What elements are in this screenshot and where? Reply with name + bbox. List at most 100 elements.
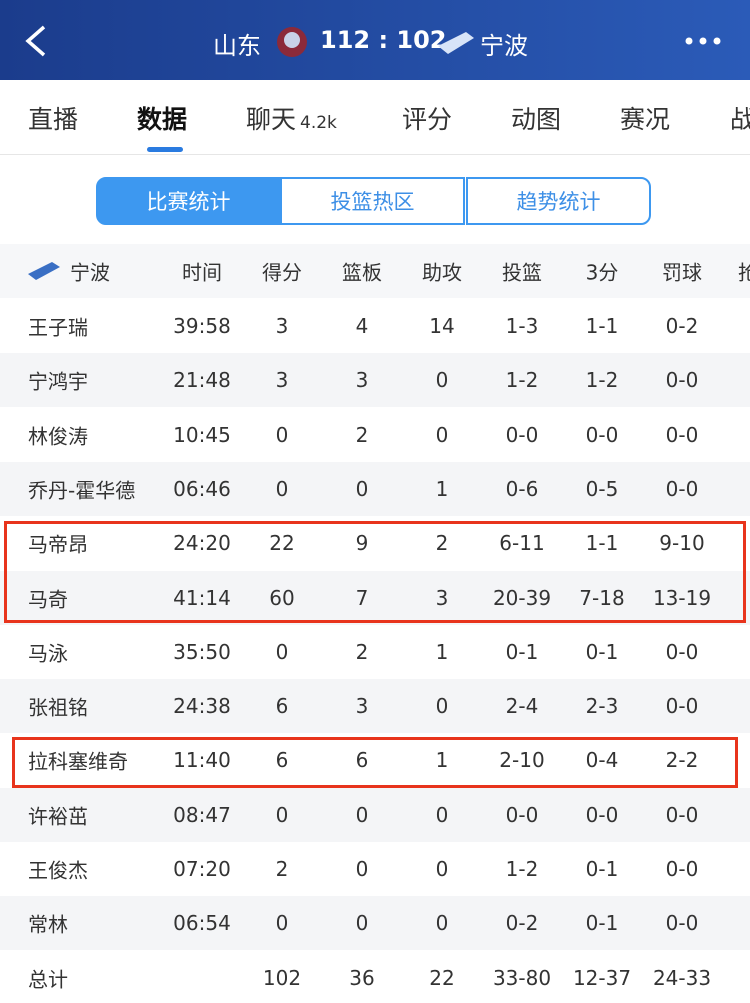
player-name: 许裕茁 <box>28 804 88 829</box>
player-name: 马帝昂 <box>28 532 88 557</box>
stat-cell: 20-39 <box>492 585 552 610</box>
tab[interactable]: 赛况 <box>620 105 671 134</box>
total-cell: 22 <box>429 965 455 990</box>
away-logo <box>438 32 474 54</box>
stat-cell: 3 <box>355 694 369 719</box>
stat-cell: 0-0 <box>505 422 539 447</box>
back-button[interactable] <box>22 24 50 58</box>
active-tab-indicator <box>147 147 183 152</box>
stat-cell: 10:45 <box>173 422 231 447</box>
stat-cell: 1-1 <box>585 531 619 556</box>
row-bg <box>0 353 750 408</box>
stat-cell: 3 <box>275 314 289 338</box>
stat-cell: 07:20 <box>173 857 231 881</box>
stat-cell: 2-3 <box>585 694 619 719</box>
stat-cell: 0 <box>275 639 289 664</box>
player-name: 马奇 <box>28 587 68 611</box>
row-bg <box>0 787 750 842</box>
stat-cell: 6 <box>355 748 369 773</box>
stat-cell: 21:48 <box>173 368 231 393</box>
highlight-box <box>12 737 738 788</box>
away-team: 宁波 <box>480 32 528 60</box>
total-cell: 24-33 <box>652 965 712 990</box>
total-cell: 36 <box>349 965 375 990</box>
stat-cell: 0 <box>435 368 449 393</box>
stat-cell: 3 <box>435 585 449 610</box>
tab[interactable]: 直播 <box>28 105 79 134</box>
tab[interactable]: 评分 <box>402 105 453 134</box>
stat-cell: 3 <box>275 368 289 393</box>
stat-cell: 0-1 <box>585 911 619 936</box>
stat-cell: 0-0 <box>585 422 619 447</box>
stat-cell: 0 <box>355 476 369 501</box>
stat-cell: 1 <box>435 476 449 501</box>
column-header: 3分 <box>585 260 619 285</box>
segment-tab[interactable]: 投篮热区 <box>280 177 465 225</box>
stat-cell: 08:47 <box>173 802 231 827</box>
stat-cell: 35:50 <box>173 639 231 664</box>
stat-cell: 0-0 <box>505 802 539 827</box>
stat-cell: 24:38 <box>173 694 231 719</box>
stat-cell: 0 <box>275 911 289 936</box>
player-name: 张祖铭 <box>28 695 88 720</box>
stat-cell: 0-0 <box>665 422 699 447</box>
home-team: 山东 <box>213 32 261 60</box>
stat-cell: 6 <box>275 694 289 719</box>
column-header: 助攻 <box>422 260 462 285</box>
team-name: 宁波 <box>70 260 110 285</box>
segment-tab[interactable]: 比赛统计 <box>96 177 281 225</box>
player-name: 林俊涛 <box>28 424 88 449</box>
stat-cell: 0-1 <box>505 639 539 664</box>
stat-cell: 0 <box>435 802 449 827</box>
score: 112 : 102 <box>320 26 447 54</box>
stat-cell: 24:20 <box>173 531 231 556</box>
stat-cell: 2 <box>355 639 369 664</box>
stat-cell: 0-4 <box>585 748 619 773</box>
stat-cell: 0-0 <box>665 639 699 664</box>
segment-tab[interactable]: 趋势统计 <box>466 177 651 225</box>
stat-cell: 1-3 <box>505 314 539 338</box>
stat-cell: 0 <box>355 911 369 936</box>
stat-cell: 4 <box>355 314 369 338</box>
stat-cell: 0-5 <box>585 476 619 501</box>
tab[interactable]: 数据 <box>137 105 188 134</box>
row-bg <box>0 896 750 951</box>
column-header: 罚球 <box>662 260 702 285</box>
stat-cell: 2-10 <box>499 748 545 773</box>
stat-cell: 0-0 <box>665 694 699 719</box>
stat-cell: 22 <box>269 531 295 556</box>
column-header: 投篮 <box>502 260 542 285</box>
stat-cell: 0-0 <box>665 476 699 501</box>
stat-cell: 0 <box>275 802 289 827</box>
stat-cell: 0-1 <box>585 857 619 881</box>
tab[interactable]: 战 <box>730 105 750 134</box>
row-bg <box>0 570 750 625</box>
stat-cell: 2-4 <box>505 694 539 719</box>
row-bg <box>0 461 750 516</box>
player-name: 王俊杰 <box>28 858 88 883</box>
stat-cell: 2-2 <box>665 748 699 773</box>
stat-cell: 06:54 <box>173 911 231 936</box>
row-bg <box>0 679 750 734</box>
player-name: 王子瑞 <box>28 315 88 340</box>
more-button[interactable] <box>684 36 724 46</box>
chat-badge: 4.2k <box>300 113 337 133</box>
player-name: 马泳 <box>28 641 68 666</box>
player-name: 宁鸿宇 <box>28 369 88 394</box>
stat-cell: 0-0 <box>665 911 699 936</box>
divider <box>0 154 750 155</box>
stat-cell: 0-1 <box>585 639 619 664</box>
stat-cell: 1-2 <box>505 857 539 881</box>
total-label: 总计 <box>28 967 68 992</box>
total-cell: 12-37 <box>572 965 632 990</box>
column-header: 抢 <box>738 260 750 285</box>
stat-cell: 0-0 <box>585 802 619 827</box>
stat-cell: 1-1 <box>585 314 619 338</box>
stat-cell: 0 <box>355 802 369 827</box>
stat-cell: 9-10 <box>659 531 705 556</box>
tab[interactable]: 聊天 4.2k <box>246 105 337 134</box>
stat-cell: 0-2 <box>665 314 699 338</box>
stat-cell: 0 <box>435 911 449 936</box>
tab[interactable]: 动图 <box>511 105 562 134</box>
stat-cell: 41:14 <box>173 585 231 610</box>
